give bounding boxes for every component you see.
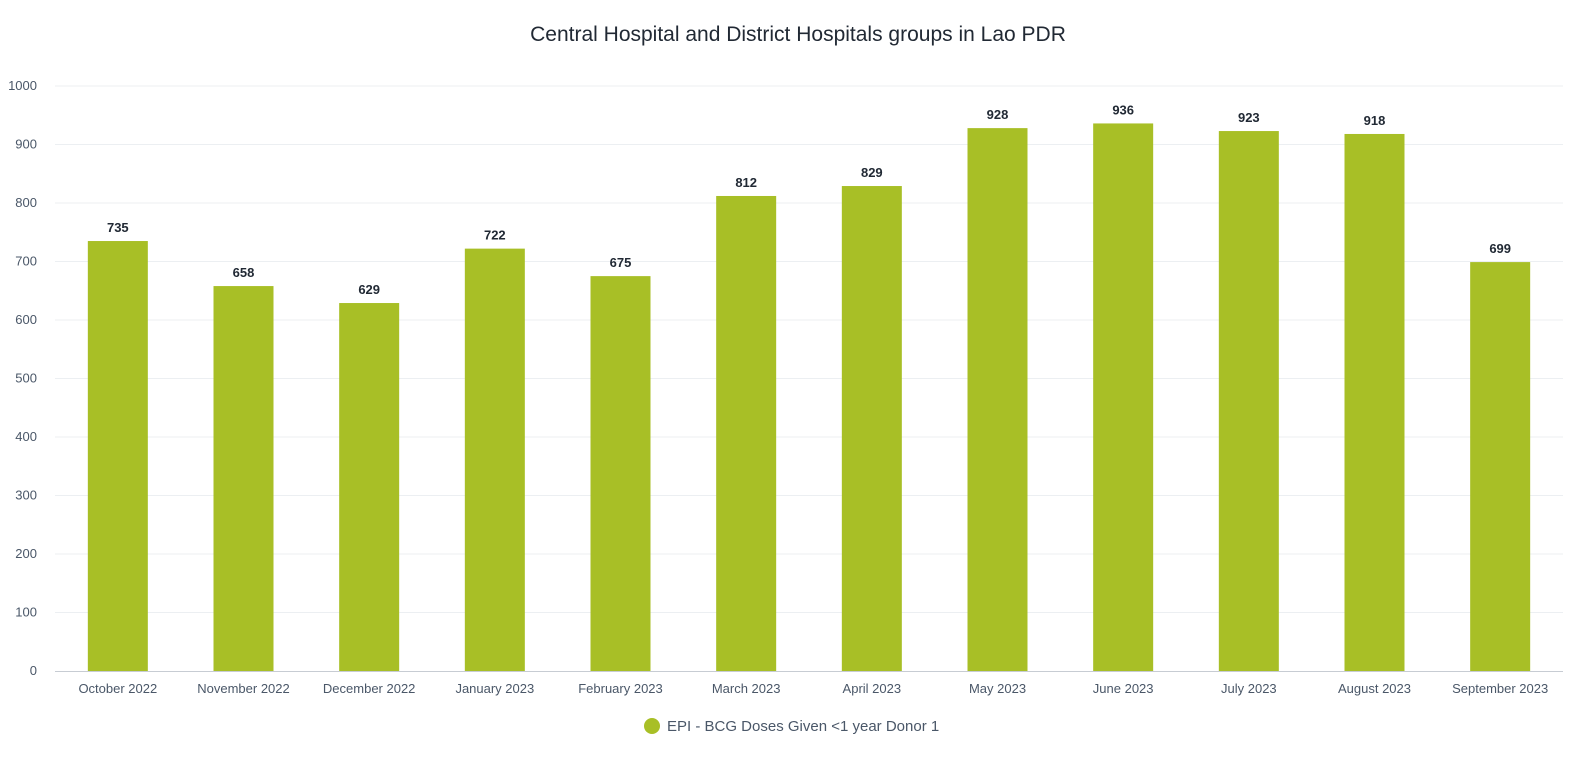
bars xyxy=(87,123,1531,672)
y-tick-label: 600 xyxy=(15,312,37,327)
data-label: 936 xyxy=(1112,102,1134,117)
chart-title: Central Hospital and District Hospitals … xyxy=(530,23,1066,46)
data-label: 675 xyxy=(610,255,632,270)
legend[interactable]: EPI - BCG Doses Given <1 year Donor 1 xyxy=(644,718,939,735)
x-tick-label: April 2023 xyxy=(843,681,902,696)
x-tick-label: June 2023 xyxy=(1093,681,1154,696)
data-label: 658 xyxy=(233,265,255,280)
y-tick-label: 100 xyxy=(15,605,37,620)
y-tick-label: 800 xyxy=(15,195,37,210)
y-tick-label: 500 xyxy=(15,371,37,386)
data-label: 735 xyxy=(107,220,129,235)
x-tick-label: December 2022 xyxy=(323,681,416,696)
data-label: 699 xyxy=(1489,241,1511,256)
data-labels: 735 658 629 722 675 812 829 928 936 923 918 699 xyxy=(107,102,1511,297)
y-tick-label: 0 xyxy=(30,663,37,678)
data-label: 722 xyxy=(484,228,506,243)
data-label: 928 xyxy=(987,107,1009,122)
y-tick-label: 700 xyxy=(15,254,37,269)
data-label: 829 xyxy=(861,165,883,180)
x-tick-label: May 2023 xyxy=(969,681,1026,696)
bar[interactable] xyxy=(716,195,777,672)
bar[interactable] xyxy=(1344,133,1405,672)
x-tick-label: November 2022 xyxy=(197,681,290,696)
bar[interactable] xyxy=(1093,123,1154,671)
y-tick-label: 900 xyxy=(15,137,37,152)
bar[interactable] xyxy=(590,276,651,671)
x-tick-label: September 2023 xyxy=(1452,681,1548,696)
bar[interactable] xyxy=(339,303,400,671)
bar[interactable] xyxy=(1218,131,1279,672)
bar[interactable] xyxy=(464,248,525,671)
x-axis-ticks: October 2022 November 2022 December 2022 Ja… xyxy=(78,681,1548,696)
x-tick-label: October 2022 xyxy=(78,681,157,696)
x-tick-label: January 2023 xyxy=(455,681,534,696)
bar[interactable] xyxy=(1470,262,1531,671)
x-tick-label: March 2023 xyxy=(712,681,781,696)
bar[interactable] xyxy=(87,241,148,671)
legend-label: EPI - BCG Doses Given <1 year Donor 1 xyxy=(667,718,939,735)
data-label: 918 xyxy=(1364,113,1386,128)
bar[interactable] xyxy=(841,186,902,671)
x-tick-label: February 2023 xyxy=(578,681,663,696)
y-axis-ticks: 0 100 200 300 400 500 600 700 800 900 1000 xyxy=(8,78,37,678)
data-label: 812 xyxy=(735,175,757,190)
x-tick-label: August 2023 xyxy=(1338,681,1411,696)
y-tick-label: 400 xyxy=(15,429,37,444)
data-label: 923 xyxy=(1238,110,1260,125)
x-tick-label: July 2023 xyxy=(1221,681,1277,696)
bar[interactable] xyxy=(967,128,1028,671)
y-tick-label: 300 xyxy=(15,488,37,503)
data-label: 629 xyxy=(358,282,380,297)
y-tick-label: 200 xyxy=(15,546,37,561)
gridlines xyxy=(55,85,1563,613)
y-tick-label: 1000 xyxy=(8,78,37,93)
bar[interactable] xyxy=(213,286,274,671)
legend-marker-icon xyxy=(644,718,660,734)
